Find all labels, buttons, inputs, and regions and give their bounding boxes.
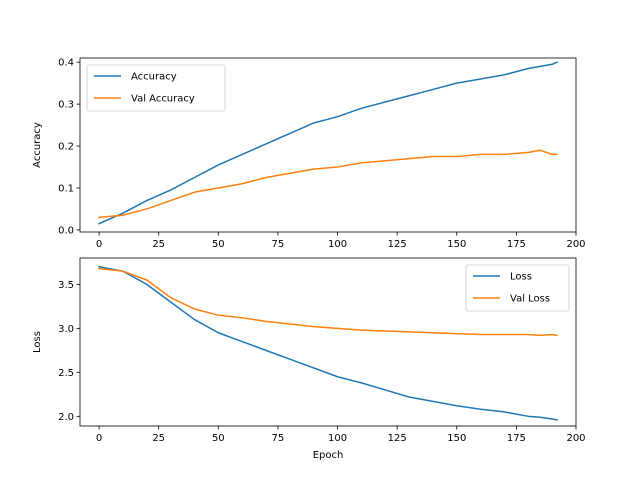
x-tick-label: 50 <box>212 239 225 250</box>
subplot-1: 0 25 50 75 100 125 150 175 200 0.0 0.1 0.2 0.3 0.4 Acc… <box>32 57 586 250</box>
legend-box <box>86 64 226 112</box>
y-tick-label: 2.5 <box>58 368 74 379</box>
x-tick-label: 0 <box>96 433 102 444</box>
y-tick-label: 0.3 <box>58 100 74 111</box>
legend: Loss Val Loss <box>465 264 570 312</box>
series-line-loss <box>98 265 558 421</box>
y-tick-label: 0.4 <box>58 58 74 69</box>
legend-entry-label: Accuracy <box>131 72 177 83</box>
x-axis-label: Epoch <box>313 450 344 461</box>
series-line-val-loss <box>98 267 558 337</box>
y-tick-label: 0.0 <box>58 225 74 236</box>
y-tick-label: 3.0 <box>58 324 74 335</box>
y-tick-label: 2.0 <box>58 412 74 423</box>
x-tick-label: 175 <box>507 239 526 250</box>
x-tick-label: 100 <box>328 239 347 250</box>
subplot-2: 0 25 50 75 100 125 150 175 200 2.0 2.5 3.0 3.5 Loss Ep… <box>32 257 586 461</box>
legend-entry-label: Val Accuracy <box>131 94 195 105</box>
x-tick-label: 50 <box>212 433 225 444</box>
x-tick-label: 150 <box>447 433 466 444</box>
series-line-val-accuracy <box>98 149 558 219</box>
x-tick-label: 75 <box>272 239 285 250</box>
x-tick-label: 0 <box>96 239 102 250</box>
plot-frame <box>79 57 577 233</box>
y-tick-label: 0.2 <box>58 142 74 153</box>
x-tick-label: 125 <box>388 433 407 444</box>
legend: Accuracy Val Accuracy <box>86 64 226 112</box>
x-tick-label: 75 <box>272 433 285 444</box>
y-tick-label: 0.1 <box>58 183 74 194</box>
x-tick-label: 25 <box>152 239 165 250</box>
x-tick-label: 150 <box>447 239 466 250</box>
x-tick-label: 25 <box>152 433 165 444</box>
y-axis-label: Accuracy <box>32 122 43 168</box>
x-tick-label: 100 <box>328 433 347 444</box>
x-tick-label: 175 <box>507 433 526 444</box>
x-tick-label: 200 <box>566 239 585 250</box>
x-tick-label: 125 <box>388 239 407 250</box>
y-axis-label: Loss <box>32 331 43 353</box>
x-tick-label: 200 <box>566 433 585 444</box>
legend-entry-label: Val Loss <box>510 294 550 305</box>
plot-frame <box>79 257 577 427</box>
legend-entry-label: Loss <box>510 272 532 283</box>
y-tick-label: 3.5 <box>58 280 74 291</box>
series-line-accuracy <box>98 61 558 225</box>
